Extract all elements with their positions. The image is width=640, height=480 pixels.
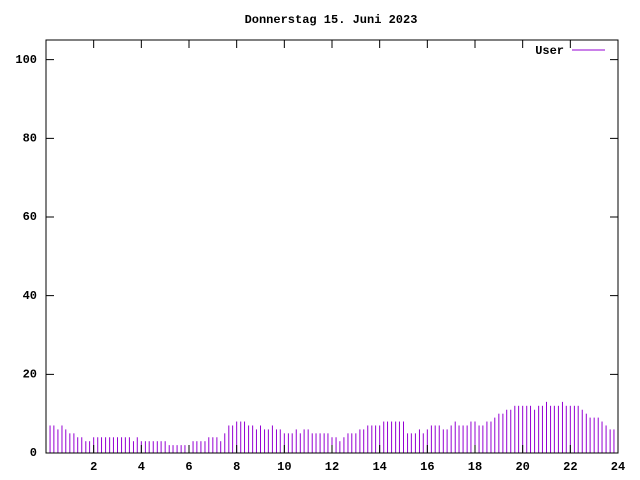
y-tick-label: 0 [30,446,37,460]
x-tick-label: 12 [325,460,339,474]
x-tick-label: 6 [185,460,192,474]
y-tick-label: 60 [23,210,37,224]
x-tick-label: 24 [611,460,625,474]
x-tick-label: 16 [420,460,434,474]
legend-label: User [535,44,564,58]
chart-title: Donnerstag 15. Juni 2023 [245,13,418,27]
x-tick-label: 22 [563,460,577,474]
y-tick-label: 100 [15,53,37,67]
plot-frame [45,39,619,454]
x-tick-label: 2 [90,460,97,474]
x-tick-label: 20 [515,460,529,474]
x-tick-label: 18 [468,460,482,474]
x-tick-label: 4 [138,460,145,474]
y-tick-label: 40 [23,289,37,303]
x-tick-label: 14 [372,460,386,474]
y-tick-label: 80 [23,132,37,146]
x-tick-label: 10 [277,460,291,474]
y-tick-label: 20 [23,368,37,382]
x-tick-label: 8 [233,460,240,474]
